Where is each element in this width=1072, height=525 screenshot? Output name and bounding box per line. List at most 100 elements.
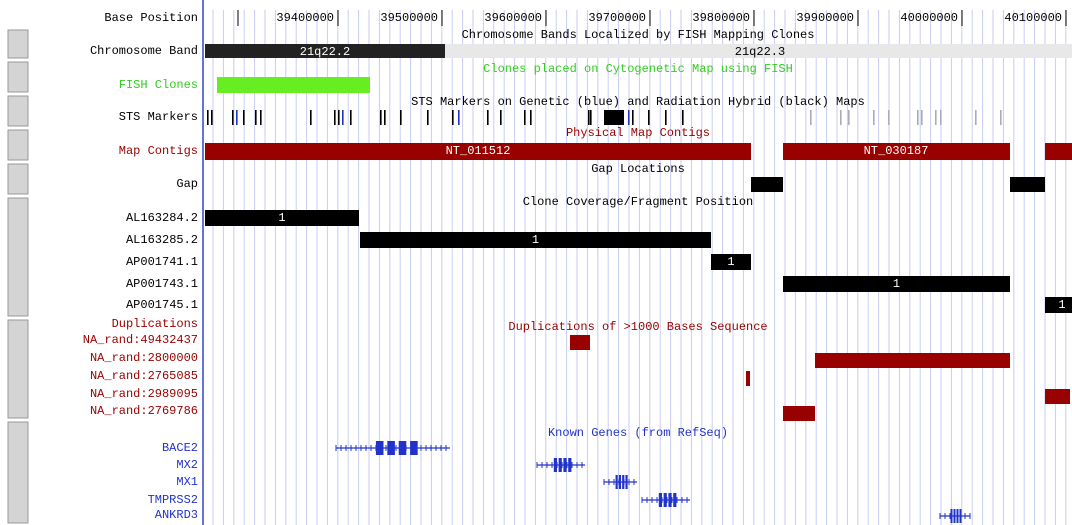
sts-marker: [342, 110, 344, 125]
sts-marker: [590, 110, 592, 125]
track-label: MX2: [176, 458, 198, 472]
track-button[interactable]: [7, 163, 29, 195]
sts-marker: [935, 110, 937, 125]
track-label: AP001743.1: [126, 277, 198, 291]
sts-marker: [975, 110, 977, 125]
duplication: [1045, 389, 1070, 404]
sts-marker: [873, 110, 875, 125]
track-button[interactable]: [7, 61, 29, 93]
track-label: NA_rand:2769786: [90, 404, 198, 418]
contig: [783, 143, 1010, 160]
contig: [205, 143, 751, 160]
track-button[interactable]: [7, 421, 29, 524]
track-label: NA_rand:2765085: [90, 369, 198, 383]
track-title: Physical Map Contigs: [566, 126, 710, 140]
track-label: NA_rand:2989095: [90, 387, 198, 401]
exon: [622, 475, 625, 489]
track-title: Gap Locations: [591, 162, 685, 176]
feature-label: 21q22.3: [735, 45, 785, 59]
exon: [387, 441, 395, 455]
duplication: [570, 335, 590, 350]
exon: [625, 475, 628, 489]
track-label: FISH Clones: [119, 78, 198, 92]
sts-marker: [632, 110, 634, 125]
duplication: [815, 353, 1010, 368]
exon: [615, 475, 618, 489]
base-tick-label: 39900000: [796, 11, 854, 25]
track-title: Known Genes (from RefSeq): [548, 426, 728, 440]
sts-marker: [588, 110, 590, 125]
sts-marker: [940, 110, 942, 125]
track-title: Clone Coverage/Fragment Position: [523, 195, 753, 209]
track-title: Clones placed on Cytogenetic Map using F…: [483, 62, 793, 76]
track-button[interactable]: [7, 319, 29, 419]
base-tick-label: 40100000: [1004, 11, 1062, 25]
track-button[interactable]: [7, 29, 29, 59]
clone: [360, 232, 711, 248]
feature-label: 1: [532, 233, 539, 247]
track-title: Chromosome Bands Localized by FISH Mappi…: [462, 28, 815, 42]
track-label: Gap: [176, 177, 198, 191]
exon: [568, 458, 572, 472]
sts-marker: [384, 110, 386, 125]
track-label: AP001741.1: [126, 255, 198, 269]
track-button[interactable]: [7, 95, 29, 127]
track-button[interactable]: [7, 129, 29, 161]
track-label: Chromosome Band: [90, 44, 198, 58]
track-label: NA_rand:49432437: [83, 333, 198, 347]
feature-label: 1: [727, 255, 734, 269]
track-title: Duplications of >1000 Bases Sequence: [508, 320, 767, 334]
sts-marker: [487, 110, 489, 125]
duplication: [746, 371, 750, 386]
track-button[interactable]: [7, 197, 29, 317]
track-label: BACE2: [162, 441, 198, 455]
exon: [618, 475, 622, 489]
clone: [205, 210, 359, 226]
sts-marker: [338, 110, 340, 125]
track-label: Base Position: [104, 11, 198, 25]
band: [445, 44, 1072, 58]
exon: [398, 441, 407, 455]
exon: [558, 458, 562, 472]
sts-marker: [400, 110, 402, 125]
sts-marker: [530, 110, 532, 125]
exon: [553, 458, 557, 472]
track-label: AP001745.1: [126, 298, 198, 312]
clone: [1045, 297, 1072, 313]
track-label: MX1: [176, 475, 198, 489]
sts-marker: [604, 110, 624, 125]
band: [205, 44, 445, 58]
exon: [673, 493, 677, 507]
sts-marker: [211, 110, 213, 125]
feature-label: NT_011512: [446, 144, 511, 158]
sts-marker: [840, 110, 842, 125]
sts-marker: [1000, 110, 1002, 125]
sts-marker: [380, 110, 382, 125]
sts-marker: [243, 110, 245, 125]
track-label: STS Markers: [119, 110, 198, 124]
base-tick-label: 39800000: [692, 11, 750, 25]
sts-marker: [334, 110, 336, 125]
exon: [375, 441, 384, 455]
gap: [751, 177, 783, 192]
clone: [783, 276, 1010, 292]
exon: [950, 509, 953, 523]
exon: [663, 493, 667, 507]
sts-marker: [236, 110, 238, 125]
sts-marker: [427, 110, 429, 125]
feature-label: 1: [1058, 298, 1065, 312]
sts-marker: [260, 110, 262, 125]
sts-marker: [350, 110, 352, 125]
base-tick-label: 39500000: [380, 11, 438, 25]
sts-marker: [648, 110, 650, 125]
exon: [563, 458, 567, 472]
track-label: ANKRD3: [155, 508, 198, 522]
sts-marker: [207, 110, 209, 125]
track-label: NA_rand:2800000: [90, 351, 198, 365]
sts-marker: [682, 110, 684, 125]
exon: [956, 509, 959, 523]
sts-marker: [888, 110, 890, 125]
sts-marker: [665, 110, 667, 125]
sts-marker: [810, 110, 812, 125]
